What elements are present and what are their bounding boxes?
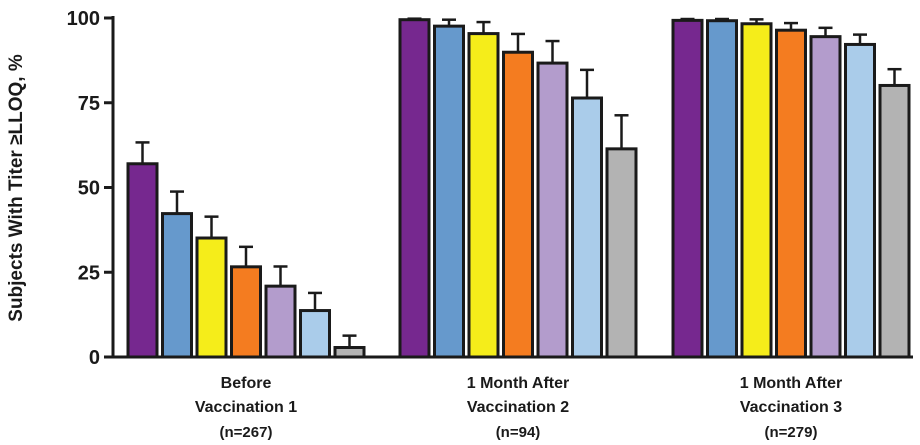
bar [571, 96, 603, 359]
x-category-label: Before [221, 375, 272, 392]
x-category-label: (n=267) [220, 424, 273, 441]
bar [706, 19, 738, 359]
bar [433, 24, 465, 359]
x-category-label: Vaccination 2 [467, 399, 569, 416]
x-category-label: (n=94) [496, 424, 541, 441]
bar-series [126, 17, 911, 359]
x-category-label: 1 Month After [740, 375, 843, 392]
bar [671, 18, 704, 359]
bar [299, 309, 331, 359]
bar [878, 83, 911, 359]
y-tick-label: 25 [78, 262, 100, 284]
x-axis: Before Vaccination 1 (n=267) 1 Month After V… [112, 355, 913, 441]
x-category-label: Vaccination 1 [195, 399, 297, 416]
y-axis-title: Subjects With Titer ≥LLOQ, % [6, 54, 27, 322]
bar [126, 162, 159, 359]
x-category-label: Vaccination 3 [740, 399, 842, 416]
bar [809, 35, 842, 359]
x-category-label: (n=279) [765, 424, 818, 441]
y-axis: 0 25 50 75 100 [67, 8, 115, 369]
y-tick-label: 0 [89, 347, 100, 369]
bar [467, 32, 500, 359]
bar [161, 212, 193, 359]
bar [230, 265, 262, 359]
x-category-label: 1 Month After [467, 375, 570, 392]
bar [264, 284, 297, 359]
bar [536, 61, 569, 359]
bar [775, 28, 807, 359]
bar [605, 147, 638, 359]
bar [195, 236, 228, 359]
bar [844, 42, 876, 359]
y-tick-label: 50 [78, 178, 100, 200]
y-tick-label: 75 [78, 93, 100, 115]
bar [740, 22, 773, 359]
y-tick-label: 100 [67, 8, 100, 30]
bar [502, 50, 534, 359]
bar [398, 18, 431, 359]
